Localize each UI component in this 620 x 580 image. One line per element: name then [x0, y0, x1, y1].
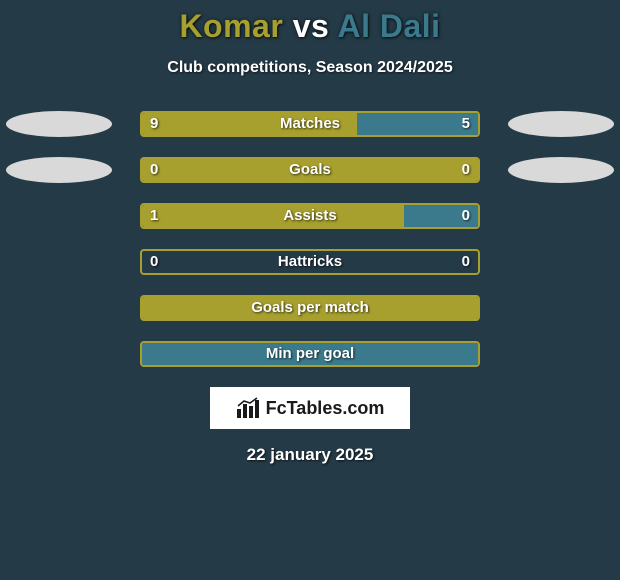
vs-label: vs [293, 8, 330, 44]
stat-row: 10Assists [0, 203, 620, 229]
stat-label: Assists [140, 203, 480, 229]
brand-icon [236, 397, 262, 419]
subtitle: Club competitions, Season 2024/2025 [0, 59, 620, 77]
stat-label: Goals [140, 157, 480, 183]
brand-link[interactable]: FcTables.com [210, 387, 410, 429]
player1-badge [6, 111, 112, 137]
stat-label: Hattricks [140, 249, 480, 275]
stats-card: Komar vs Al Dali Club competitions, Seas… [0, 0, 620, 580]
player2-badge [508, 111, 614, 137]
date-label: 22 january 2025 [0, 445, 620, 465]
player1-badge [6, 157, 112, 183]
brand-text: FcTables.com [266, 398, 385, 419]
player2-name: Al Dali [337, 8, 440, 44]
stat-row: 95Matches [0, 111, 620, 137]
stat-label: Min per goal [140, 341, 480, 367]
stat-row: Goals per match [0, 295, 620, 321]
stat-label: Matches [140, 111, 480, 137]
stat-row: 00Goals [0, 157, 620, 183]
stat-label: Goals per match [140, 295, 480, 321]
stat-row: Min per goal [0, 341, 620, 367]
title: Komar vs Al Dali [0, 0, 620, 45]
player1-name: Komar [179, 8, 283, 44]
stat-rows: 95Matches 00Goals 10Assists 00Hattricks Goal… [0, 111, 620, 367]
player2-badge [508, 157, 614, 183]
stat-row: 00Hattricks [0, 249, 620, 275]
